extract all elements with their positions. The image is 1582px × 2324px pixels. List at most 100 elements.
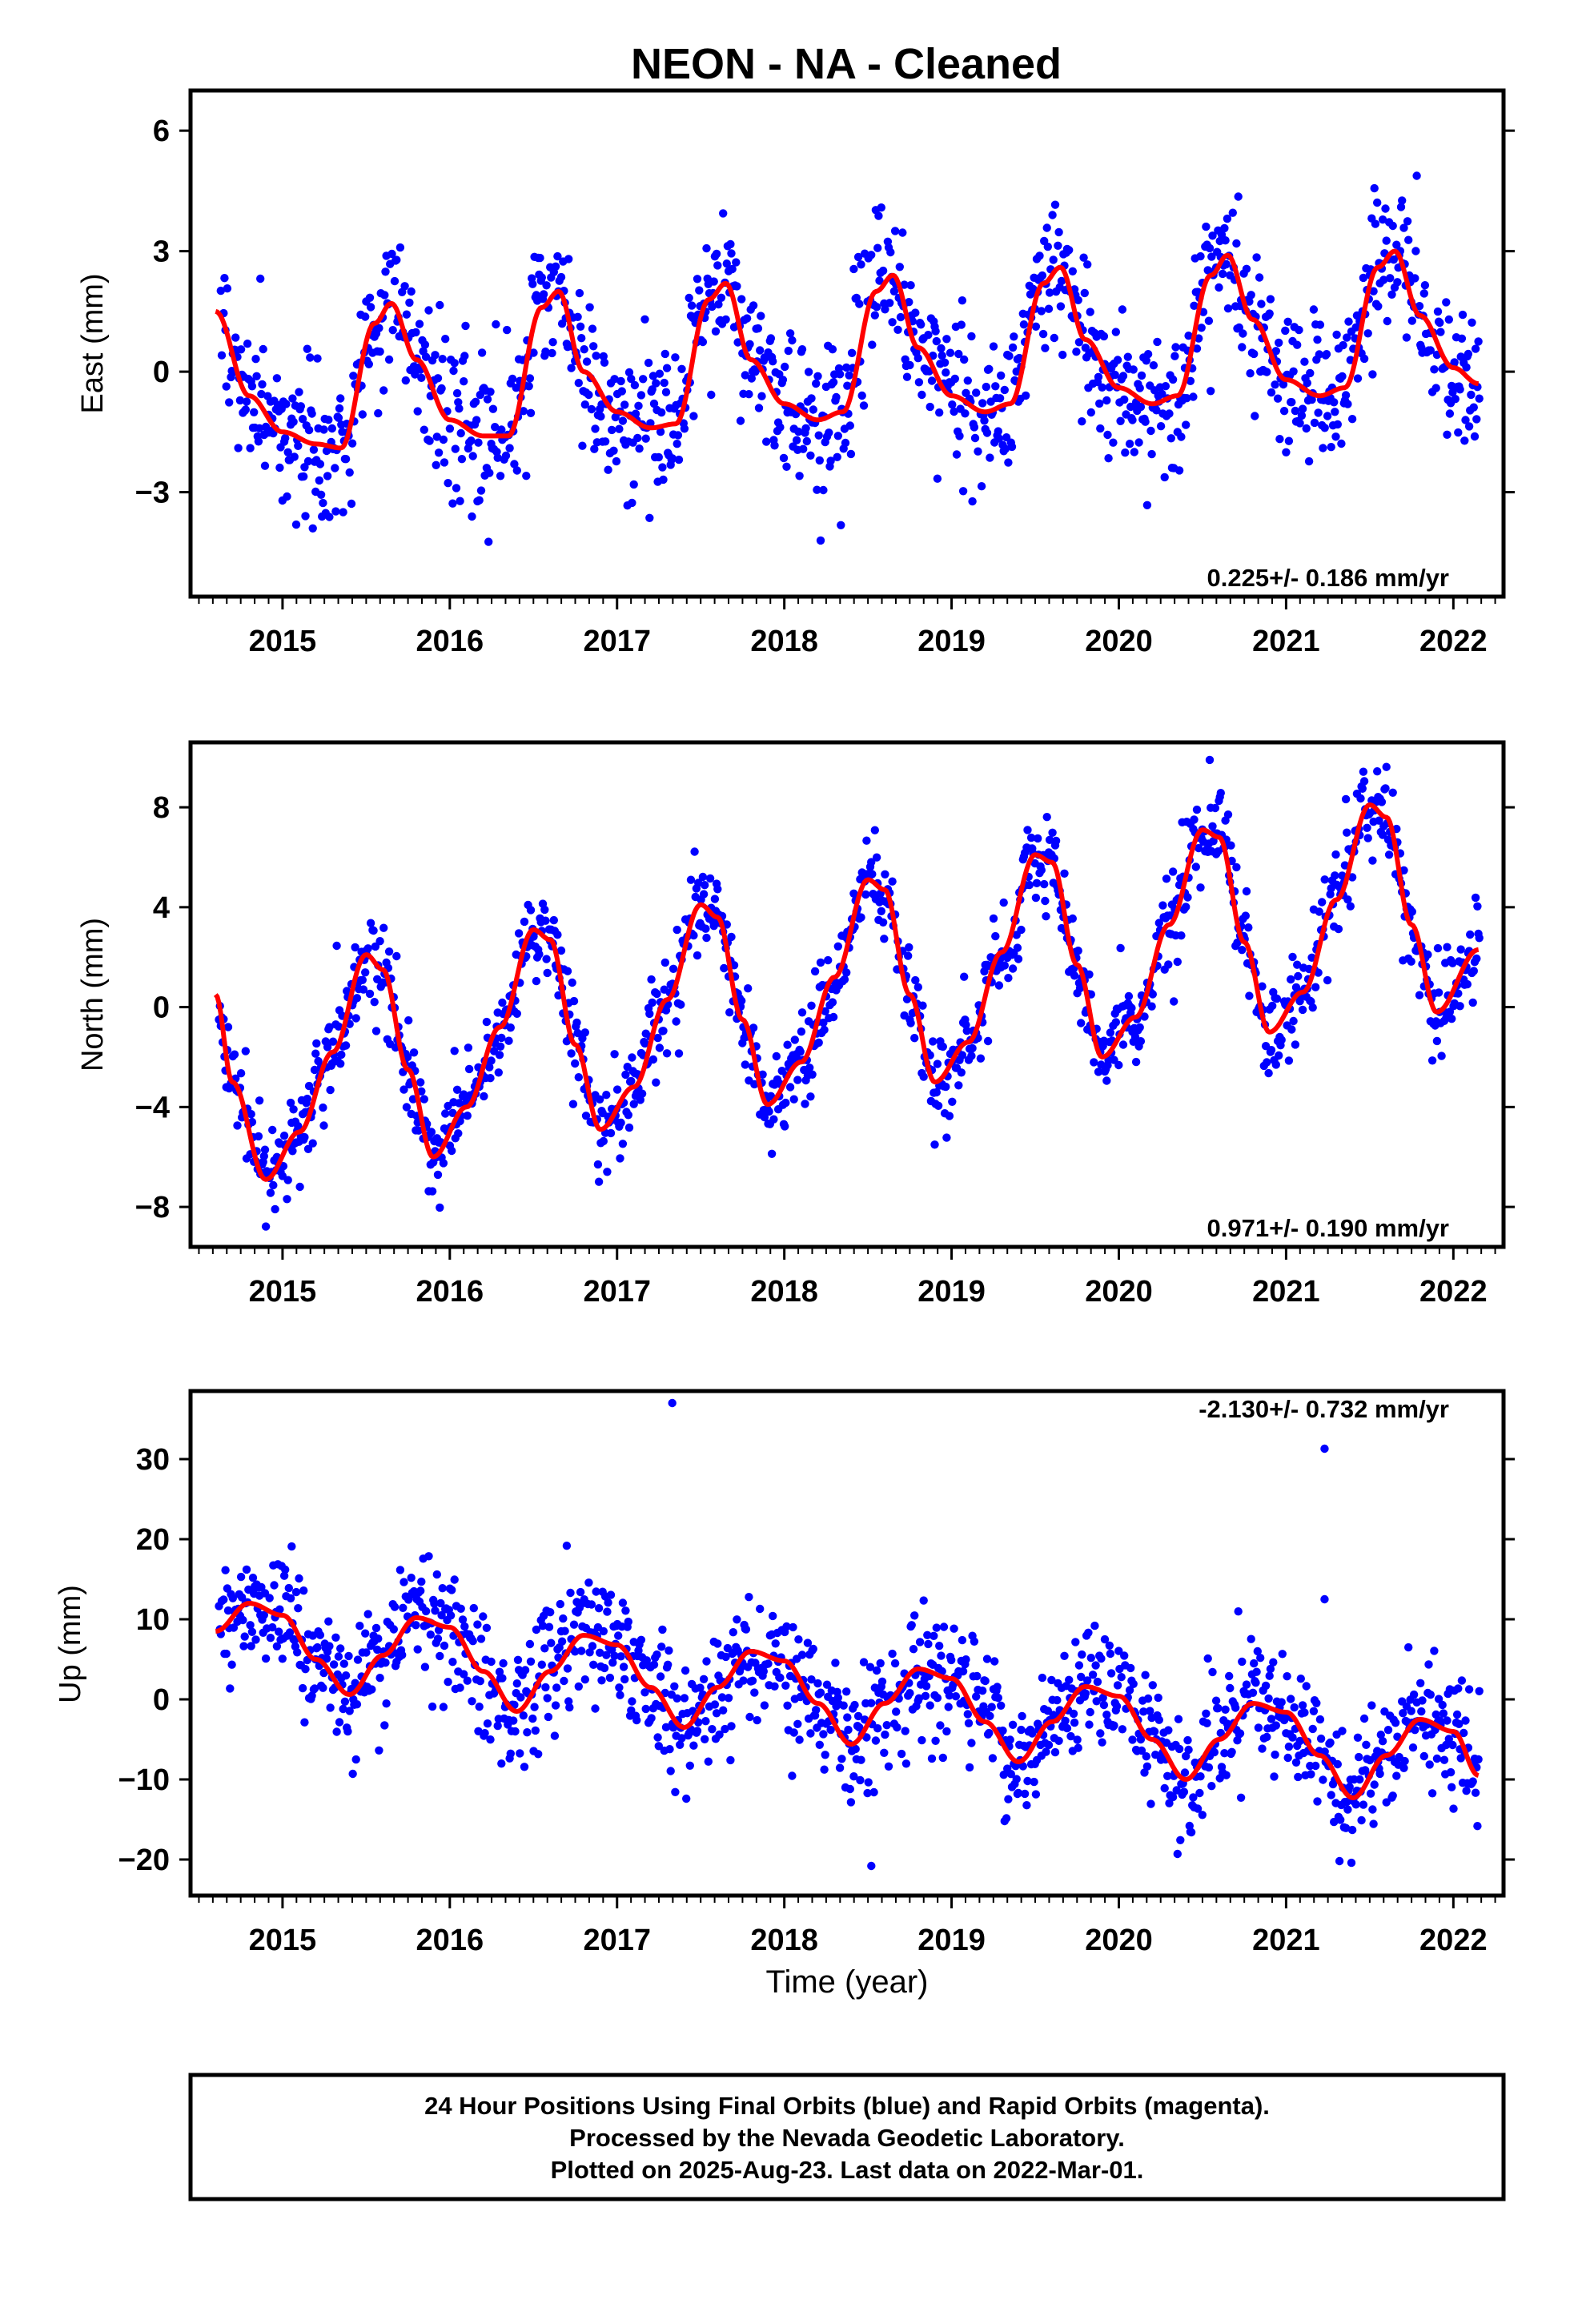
- east-data-point: [1284, 436, 1294, 445]
- up-data-point: [724, 1694, 733, 1703]
- north-data-point: [288, 1147, 297, 1156]
- up-data-point: [1353, 1733, 1363, 1742]
- north-data-point: [233, 1121, 242, 1130]
- north-data-point: [1042, 912, 1050, 921]
- up-data-point: [1355, 1775, 1364, 1784]
- north-data-point: [628, 1053, 636, 1062]
- north-data-point: [797, 1027, 806, 1036]
- north-data-point: [1294, 971, 1303, 981]
- east-data-point: [714, 300, 723, 309]
- up-data-point: [985, 1728, 994, 1738]
- up-data-point: [632, 1715, 641, 1725]
- up-data-point: [1081, 1689, 1090, 1698]
- east-data-point: [961, 409, 970, 418]
- up-data-point: [1112, 1702, 1122, 1711]
- east-data-point: [757, 312, 765, 320]
- north-data-point: [932, 1088, 942, 1097]
- east-data-point: [424, 306, 433, 315]
- east-data-point: [1251, 412, 1259, 420]
- up-data-point: [476, 1677, 484, 1686]
- up-data-point: [813, 1679, 822, 1688]
- north-data-point: [289, 1105, 298, 1114]
- up-data-point: [1444, 1735, 1454, 1743]
- east-data-point: [802, 436, 811, 446]
- north-data-point: [669, 964, 678, 974]
- north-data-point: [616, 1118, 625, 1128]
- up-data-point: [380, 1721, 389, 1730]
- east-data-point: [1363, 329, 1372, 338]
- up-outlier-point: [668, 1398, 677, 1408]
- up-data-point: [223, 1606, 233, 1615]
- east-data-point: [282, 400, 291, 408]
- up-data-point: [1347, 1825, 1357, 1835]
- up-data-point: [1189, 1793, 1198, 1802]
- up-data-point: [855, 1723, 864, 1732]
- up-data-point: [247, 1642, 255, 1651]
- up-data-point: [1031, 1790, 1041, 1799]
- east-data-point: [260, 461, 270, 470]
- north-data-point: [594, 1177, 604, 1186]
- east-data-point: [471, 397, 480, 406]
- up-data-point: [602, 1651, 611, 1659]
- east-data-point: [1279, 407, 1289, 416]
- up-data-point: [530, 1703, 539, 1711]
- east-data-point: [1279, 380, 1288, 389]
- east-data-point: [349, 372, 358, 380]
- east-data-point: [1460, 436, 1469, 445]
- north-data-point: [1437, 1051, 1446, 1060]
- up-data-point: [704, 1757, 713, 1766]
- north-data-point: [371, 1027, 381, 1035]
- up-data-point: [1234, 1607, 1243, 1616]
- east-data-point: [457, 455, 467, 464]
- east-data-point: [1275, 435, 1284, 444]
- east-data-point: [645, 513, 654, 522]
- up-data-point: [1446, 1767, 1456, 1777]
- up-data-point: [1256, 1654, 1265, 1663]
- east-data-point: [648, 385, 656, 394]
- east-data-point: [1196, 251, 1205, 261]
- east-data-point: [1319, 444, 1327, 452]
- east-data-point: [364, 360, 373, 368]
- east-data-point: [1045, 288, 1054, 297]
- up-data-point: [669, 1723, 678, 1732]
- east-data-point: [847, 348, 857, 357]
- east-ytick-label: 6: [153, 115, 170, 148]
- east-data-point: [250, 408, 259, 416]
- up-data-point: [559, 1614, 568, 1623]
- east-data-point: [452, 484, 461, 493]
- east-data-point: [449, 366, 458, 376]
- east-data-point: [1445, 409, 1455, 418]
- north-ytick-label: −8: [135, 1191, 170, 1224]
- north-data-point: [618, 1140, 628, 1148]
- east-data-point: [1369, 287, 1378, 296]
- east-data-point: [745, 390, 753, 399]
- up-data-point: [285, 1628, 295, 1637]
- up-data-point: [1044, 1740, 1054, 1750]
- up-data-point: [519, 1711, 528, 1720]
- up-data-point: [1336, 1815, 1345, 1824]
- east-data-point: [456, 497, 464, 505]
- up-data-point: [890, 1659, 900, 1668]
- north-data-point: [942, 1082, 950, 1092]
- up-data-point: [657, 1642, 666, 1651]
- north-data-point: [416, 1078, 425, 1087]
- up-data-point: [999, 1771, 1008, 1779]
- north-data-point: [1347, 873, 1357, 882]
- east-data-point: [1359, 273, 1368, 283]
- east-data-point: [1297, 411, 1307, 420]
- east-data-point: [1467, 390, 1476, 400]
- east-data-point: [890, 227, 900, 235]
- up-data-point: [1136, 1735, 1146, 1744]
- north-data-point: [1433, 943, 1443, 953]
- east-data-point: [698, 337, 708, 347]
- up-data-point: [1073, 1735, 1082, 1744]
- east-data-point: [1048, 211, 1057, 219]
- east-data-point: [893, 325, 902, 334]
- north-xtick-label: 2022: [1419, 1275, 1488, 1309]
- up-data-point: [272, 1642, 282, 1651]
- up-data-point: [569, 1620, 579, 1629]
- up-xlabel: Time (year): [766, 1964, 929, 2000]
- east-data-point: [604, 465, 612, 474]
- up-data-point: [876, 1659, 885, 1668]
- east-data-point: [950, 407, 958, 416]
